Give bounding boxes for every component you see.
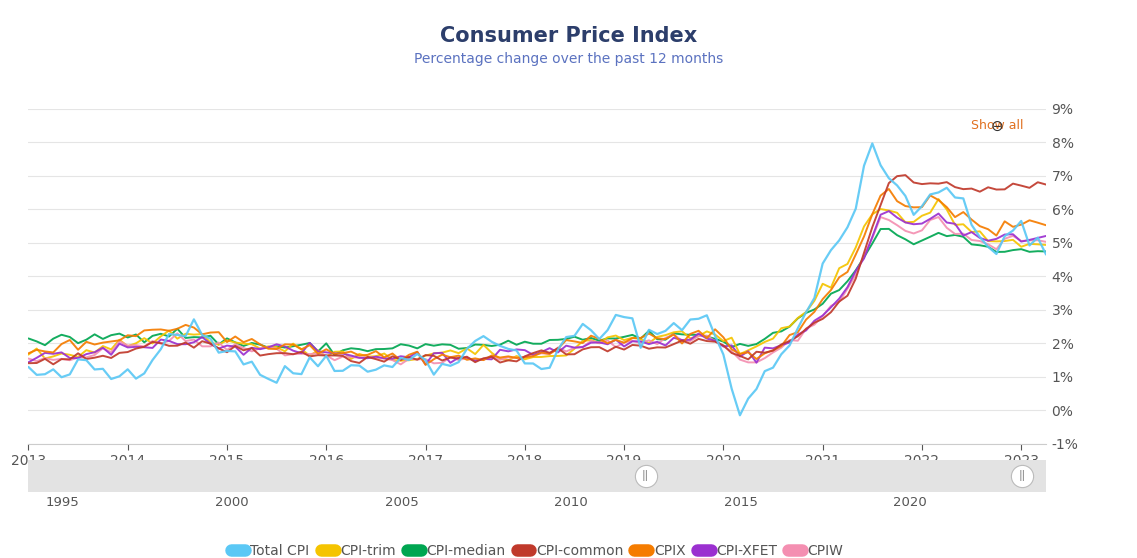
Legend: Total CPI, CPI-trim, CPI-median, CPI-common, CPIX, CPI-XFET, CPIW: Total CPI, CPI-trim, CPI-median, CPI-com… (225, 539, 849, 558)
Text: Consumer Price Index: Consumer Price Index (440, 26, 697, 46)
Text: ||: || (642, 470, 649, 482)
Text: ⊖: ⊖ (990, 119, 1003, 134)
Text: ||: || (1019, 470, 1026, 482)
Text: Percentage change over the past 12 months: Percentage change over the past 12 month… (414, 51, 723, 66)
Text: Show all: Show all (971, 119, 1023, 132)
